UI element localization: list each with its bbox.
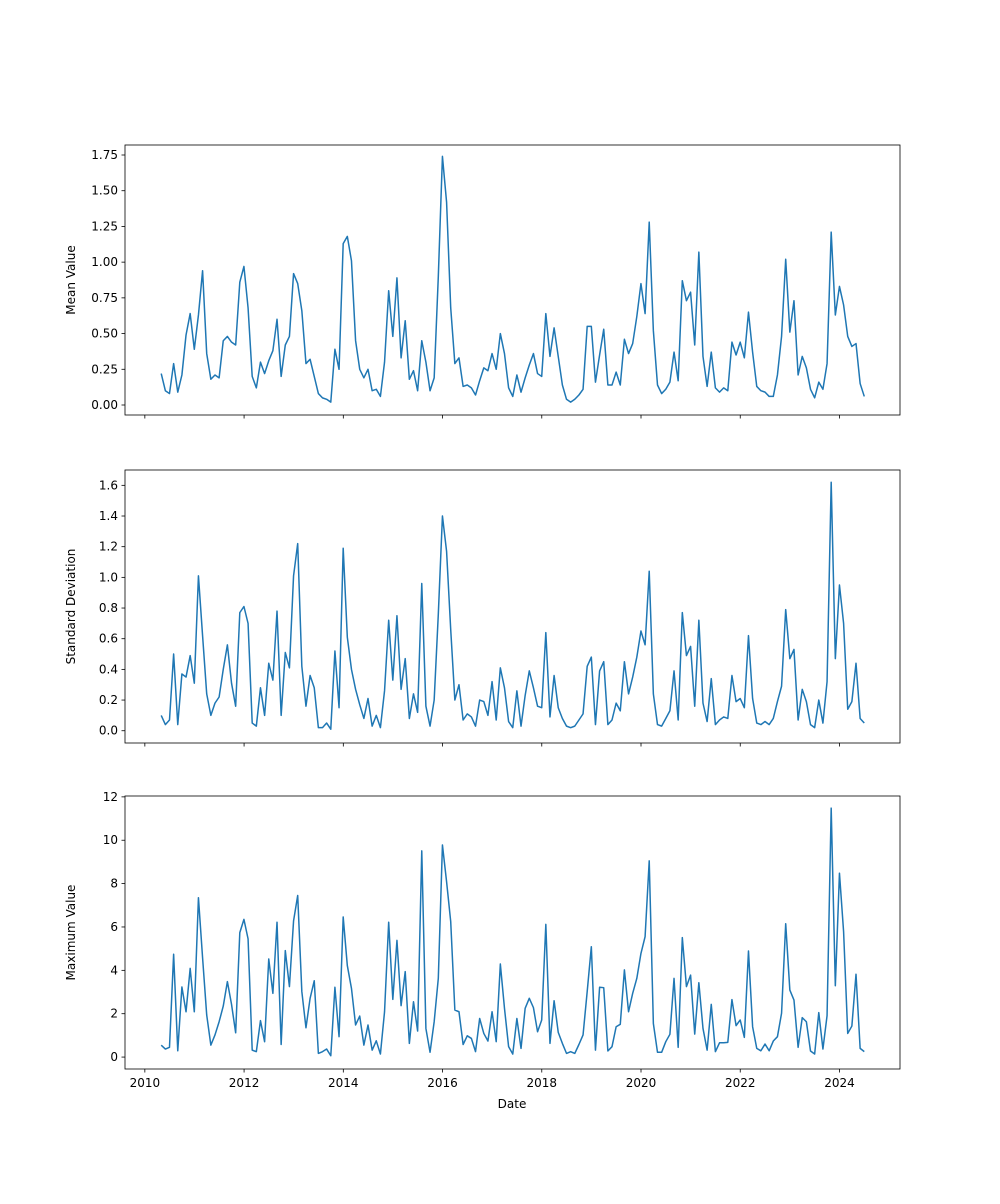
y-tick-label: 6 [110, 920, 118, 934]
series-line-mean-value [160, 155, 865, 403]
y-tick-label: 2 [110, 1007, 118, 1021]
y-tick-label: 1.25 [91, 219, 118, 233]
plot-frame [124, 795, 901, 1070]
y-tick-label: 0.75 [91, 291, 118, 305]
y-tick-label: 0 [110, 1050, 118, 1064]
y-tick-label: 8 [110, 877, 118, 891]
y-axis-label: Mean Value [64, 245, 78, 314]
x-tick-label: 2024 [824, 1076, 855, 1090]
y-tick-label: 10 [103, 833, 118, 847]
series-line-maximum-value [160, 807, 865, 1057]
x-tick-label: 2010 [130, 1076, 161, 1090]
x-axis-label: Date [498, 1097, 527, 1111]
y-tick-label: 0.25 [91, 362, 118, 376]
y-tick-label: 1.4 [99, 509, 118, 523]
y-axis-label: Maximum Value [64, 885, 78, 981]
y-tick-label: 0.50 [91, 327, 118, 341]
y-tick-label: 0.2 [99, 693, 118, 707]
x-tick-label: 2012 [229, 1076, 260, 1090]
x-tick-label: 2014 [328, 1076, 359, 1090]
series-line-standard-deviation [160, 481, 865, 730]
y-tick-label: 0.8 [99, 601, 118, 615]
x-tick-label: 2020 [626, 1076, 657, 1090]
y-tick-label: 1.2 [99, 540, 118, 554]
y-tick-label: 0.4 [99, 662, 118, 676]
x-tick-label: 2022 [725, 1076, 756, 1090]
y-tick-label: 12 [103, 790, 118, 804]
y-tick-label: 1.00 [91, 255, 118, 269]
y-tick-label: 0.0 [99, 724, 118, 738]
y-tick-label: 1.6 [99, 478, 118, 492]
x-tick-label: 2018 [526, 1076, 557, 1090]
y-tick-label: 0.00 [91, 398, 118, 412]
plot-frame [124, 469, 901, 744]
y-tick-label: 1.50 [91, 184, 118, 198]
y-tick-label: 4 [110, 963, 118, 977]
y-tick-label: 1.75 [91, 148, 118, 162]
y-tick-label: 1.0 [99, 570, 118, 584]
plot-frame [124, 144, 901, 416]
y-tick-label: 0.6 [99, 632, 118, 646]
x-tick-label: 2016 [427, 1076, 458, 1090]
y-axis-label: Standard Deviation [64, 549, 78, 665]
